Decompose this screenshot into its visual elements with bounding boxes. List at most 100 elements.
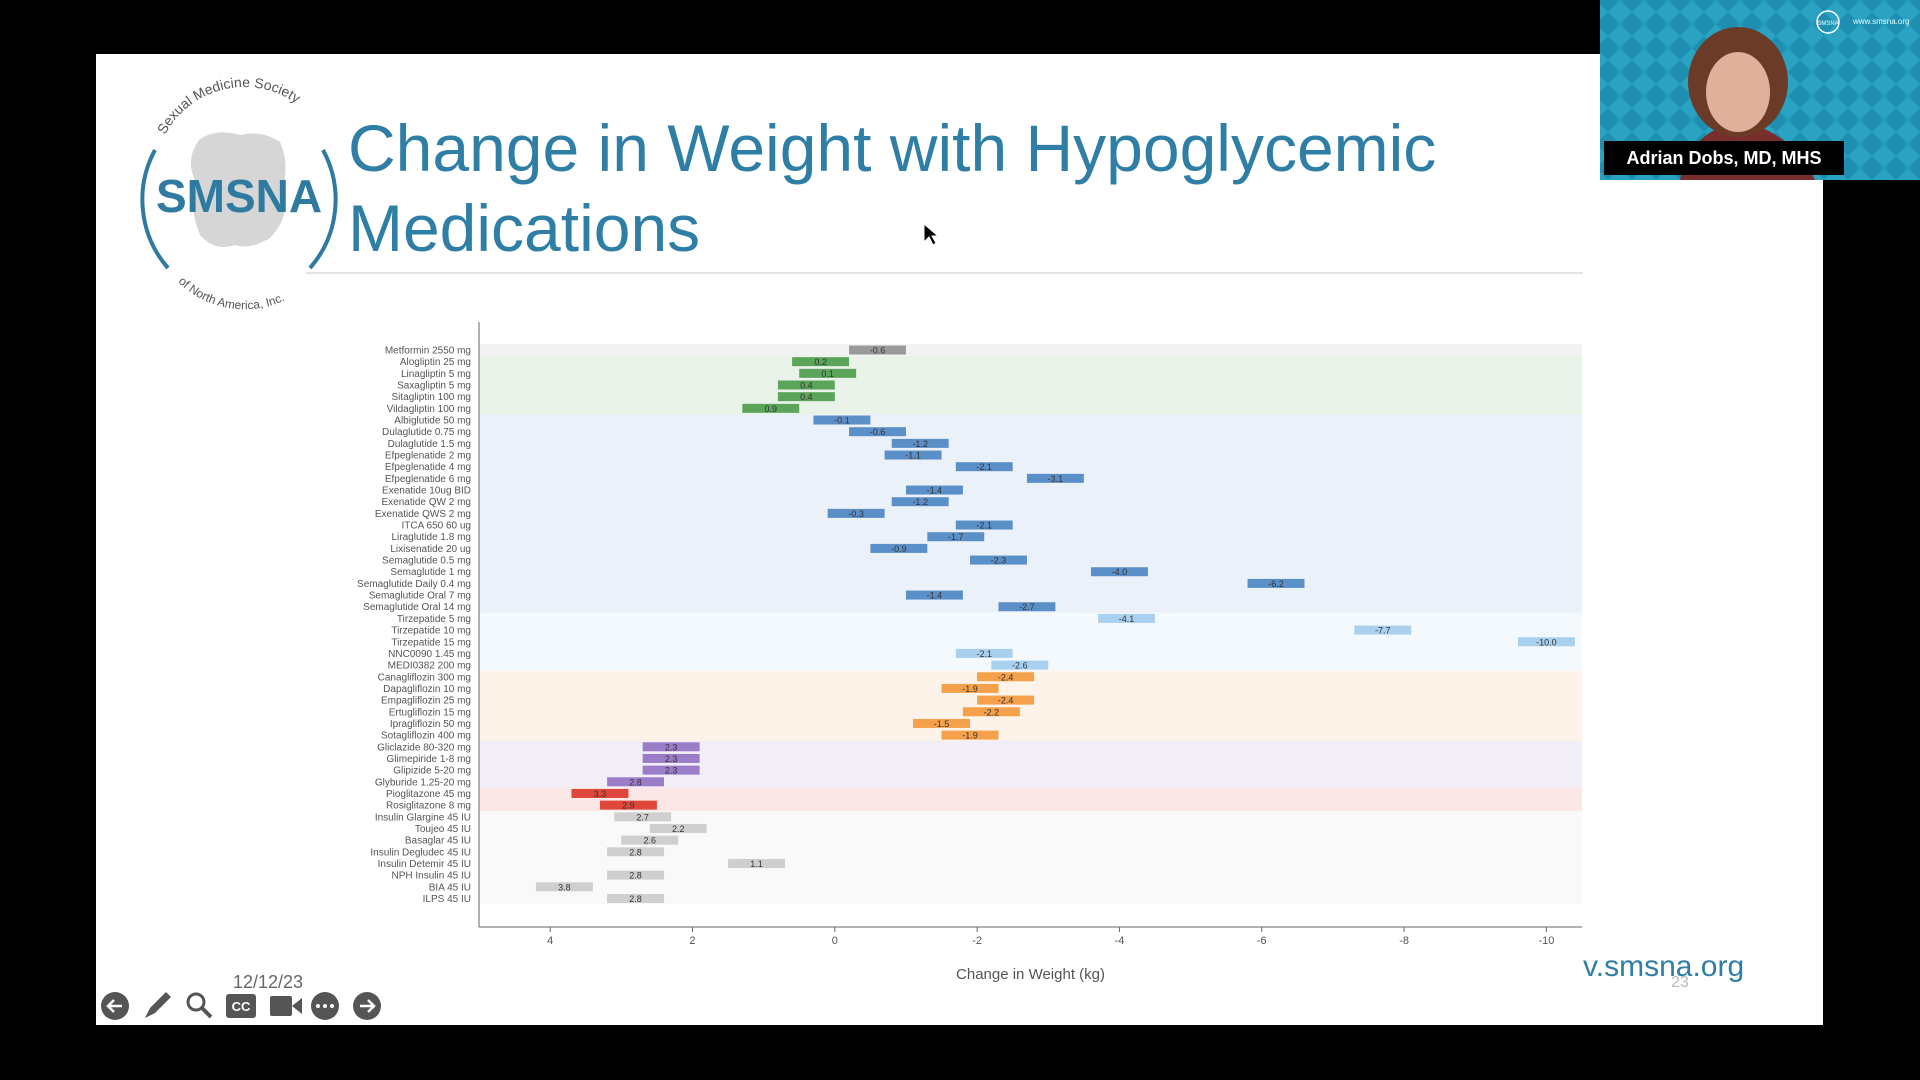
- y-tick-label: Saxagliptin 5 mg: [397, 381, 471, 392]
- logo-arc: [140, 149, 170, 270]
- previous-button[interactable]: [101, 992, 129, 1020]
- pen-button[interactable]: [145, 992, 171, 1018]
- bar: [777, 380, 835, 390]
- bar: [607, 870, 665, 880]
- more-button[interactable]: [311, 992, 339, 1020]
- x-tick-label: -6: [1257, 935, 1267, 947]
- y-tick-label: Semaglutide 1 mg: [390, 567, 471, 578]
- bar: [905, 590, 963, 600]
- y-tick-label: Sitagliptin 100 mg: [392, 392, 472, 403]
- bar: [813, 415, 871, 425]
- y-tick-label: ILPS 45 IU: [423, 894, 471, 905]
- value-label: 2.6: [644, 836, 657, 846]
- webcam-logo-badge: [1816, 10, 1840, 34]
- value-label: -2.1: [976, 462, 992, 472]
- x-tick-label: -8: [1399, 935, 1409, 947]
- value-label: 2.8: [629, 847, 642, 857]
- value-label: -2.4: [998, 696, 1014, 706]
- value-label: -1.2: [912, 497, 928, 507]
- bar: [1090, 567, 1148, 577]
- x-tick-label: 0: [832, 935, 838, 947]
- bar: [642, 765, 700, 775]
- y-tick-label: Semaglutide Oral 14 mg: [363, 602, 471, 613]
- next-button[interactable]: [353, 992, 381, 1020]
- bar: [870, 543, 928, 553]
- y-tick-label: Semaglutide Oral 7 mg: [369, 591, 471, 602]
- value-label: 1.1: [750, 859, 763, 869]
- captions-button[interactable]: CC: [226, 994, 256, 1018]
- value-label: -4.1: [1119, 614, 1135, 624]
- value-label: 0.9: [765, 404, 778, 414]
- group-band: [479, 787, 1582, 811]
- x-tick-label: -2: [972, 935, 982, 947]
- y-tick-label: Insulin Degludec 45 IU: [370, 847, 471, 858]
- bar: [849, 345, 906, 355]
- value-label: 2.3: [665, 754, 678, 764]
- bar: [742, 403, 800, 413]
- bar: [1026, 473, 1084, 483]
- y-tick-label: Alogliptin 25 mg: [400, 357, 471, 368]
- value-label: -2.7: [1019, 602, 1035, 612]
- bar: [955, 648, 1013, 658]
- bar: [535, 882, 593, 892]
- zoom-button[interactable]: [186, 992, 213, 1019]
- video-button[interactable]: [270, 996, 302, 1016]
- bar: [941, 683, 999, 693]
- y-tick-label: MEDI0382 200 mg: [388, 661, 471, 672]
- y-tick-label: Canagliflozin 300 mg: [378, 672, 471, 683]
- webcam-tile: SMSNA www.smsna.org Adrian Dobs, MD, MHS: [1600, 0, 1920, 180]
- bar: [991, 660, 1049, 670]
- name-tag: [1604, 141, 1844, 175]
- y-tick-label: Pioglitazone 45 mg: [386, 789, 471, 800]
- bar: [927, 532, 985, 542]
- y-tick-label: Toujeo 45 IU: [415, 824, 471, 835]
- y-tick-label: Insulin Detemir 45 IU: [378, 859, 471, 870]
- bar: [955, 462, 1013, 472]
- value-label: 2.7: [636, 812, 649, 822]
- value-label: 2.9: [622, 801, 635, 811]
- y-tick-label: NNC0090 1.45 mg: [388, 649, 471, 660]
- value-label: -2.2: [984, 707, 1000, 717]
- value-label: -0.9: [891, 544, 907, 554]
- value-label: -0.3: [848, 509, 864, 519]
- y-tick-label: Empagliflozin 25 mg: [381, 696, 471, 707]
- value-label: -6.2: [1268, 579, 1284, 589]
- value-label: 3.8: [558, 882, 571, 892]
- y-tick-label: Exenatide QWS 2 mg: [375, 509, 471, 520]
- bar: [1517, 637, 1575, 647]
- x-tick-label: 2: [689, 935, 695, 947]
- bar: [792, 357, 850, 367]
- y-tick-label: Ertugliflozin 15 mg: [389, 707, 471, 718]
- value-label: -1.2: [912, 439, 928, 449]
- presenter-toolbar: CC: [101, 992, 381, 1020]
- bar: [998, 602, 1056, 612]
- value-label: 0.4: [800, 392, 813, 402]
- bar: [777, 392, 835, 402]
- group-band: [479, 344, 1582, 356]
- value-label: 2.8: [629, 777, 642, 787]
- logo-main: SMSNA: [156, 170, 322, 222]
- y-tick-label: Semaglutide 0.5 mg: [382, 556, 471, 567]
- y-tick-label: ITCA 650 60 ug: [402, 521, 472, 532]
- group-band: [479, 414, 1582, 613]
- y-tick-label: Linagliptin 5 mg: [401, 369, 471, 380]
- value-label: 2.8: [629, 894, 642, 904]
- bar: [913, 718, 971, 728]
- bar: [977, 672, 1035, 682]
- y-tick-label: BIA 45 IU: [429, 882, 471, 893]
- value-label: -4.0: [1112, 567, 1128, 577]
- x-tick-label: -4: [1115, 935, 1125, 947]
- value-label: -2.6: [1012, 661, 1028, 671]
- y-tick-label: Tirzepatide 10 mg: [391, 626, 471, 637]
- slide-date: 12/12/23: [233, 972, 303, 992]
- webcam-logo: SMSNA: [1817, 21, 1838, 27]
- value-label: -1.5: [934, 719, 950, 729]
- y-tick-label: Tirzepatide 15 mg: [391, 637, 471, 648]
- value-label: -1.4: [927, 486, 943, 496]
- group-band: [479, 670, 1582, 741]
- bar: [607, 777, 665, 787]
- bar: [891, 497, 949, 507]
- website: v.smsna.org: [1583, 950, 1744, 983]
- y-tick-label: Tirzepatide 5 mg: [397, 614, 471, 625]
